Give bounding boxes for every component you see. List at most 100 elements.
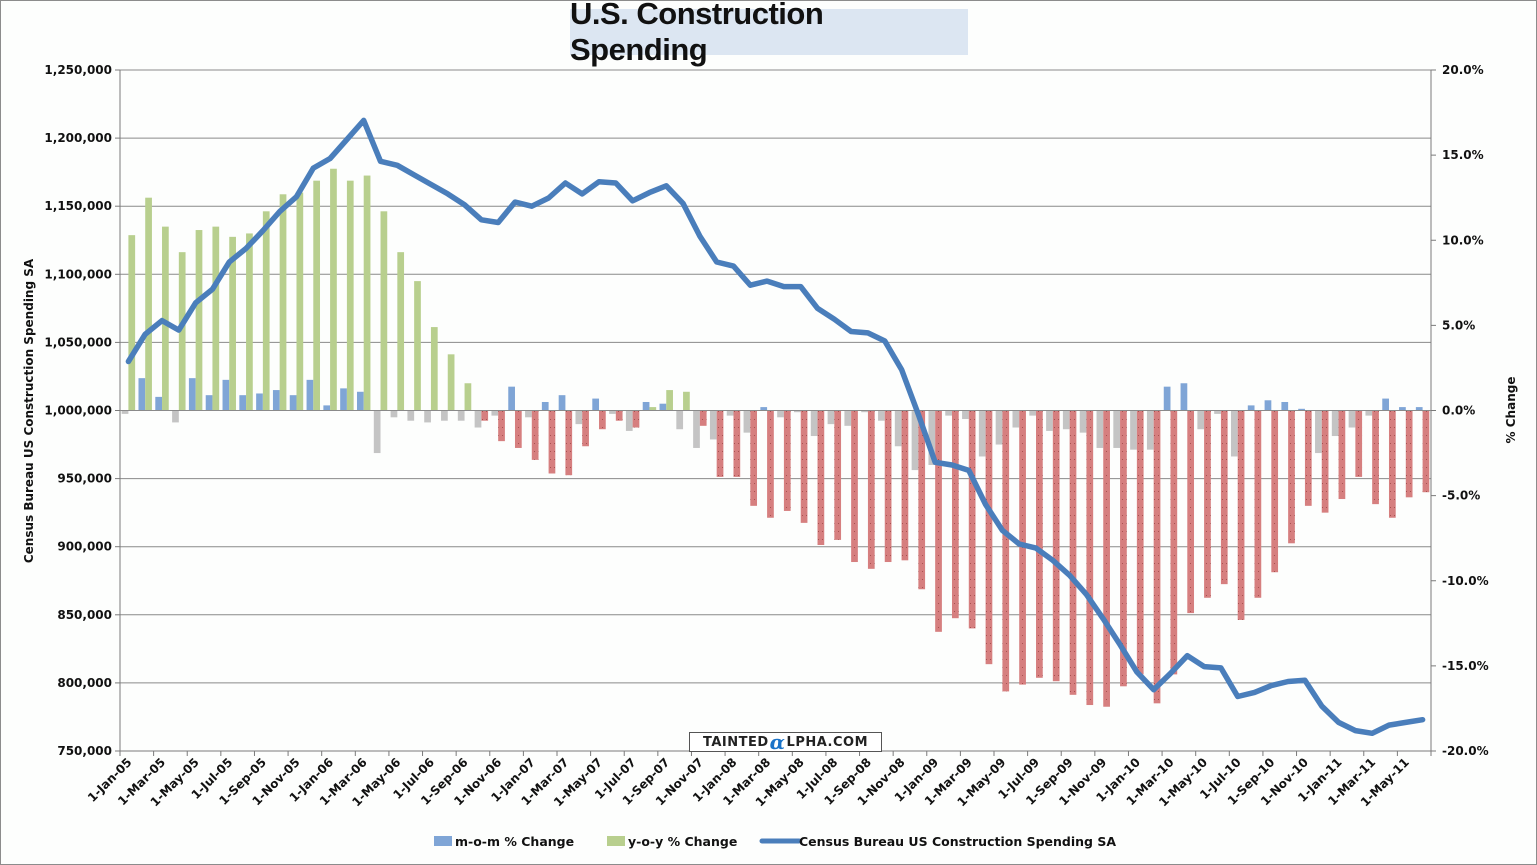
- bar-mom: [1079, 410, 1087, 433]
- bar-mom: [138, 378, 146, 411]
- y-axis-right-tick-label: 5.0%: [1442, 318, 1475, 332]
- bar-mom: [726, 410, 734, 416]
- bar-yoy: [145, 197, 152, 411]
- bar-mom: [1365, 410, 1373, 416]
- y-axis-right-tick-label: 15.0%: [1442, 148, 1484, 162]
- bar-mom: [1163, 386, 1171, 411]
- bar-yoy: [649, 407, 657, 411]
- watermark-logo: TAINTED α LPHA.COM: [689, 732, 882, 752]
- bar-mom: [441, 410, 448, 421]
- bar-yoy: [1422, 410, 1430, 493]
- y-axis-left-tick-label: 850,000: [57, 608, 112, 622]
- bars: [121, 168, 1430, 707]
- bar-mom: [1264, 400, 1272, 411]
- legend-label-mom: m-o-m % Change: [455, 834, 574, 849]
- bar-mom: [1348, 410, 1356, 428]
- bar-mom: [760, 407, 768, 411]
- bar-yoy: [1237, 410, 1245, 620]
- y-axis-right-title: % Change: [1504, 377, 1518, 444]
- bar-mom: [155, 396, 163, 411]
- bar-yoy: [582, 410, 589, 447]
- bar-mom: [356, 391, 364, 411]
- bar-yoy: [1069, 410, 1077, 695]
- bar-yoy: [330, 168, 337, 411]
- bar-mom: [188, 378, 196, 411]
- bar-mom: [743, 410, 751, 433]
- bar-yoy: [1136, 410, 1144, 675]
- legend: m-o-m % Change y-o-y % Change Census Bur…: [434, 834, 1116, 849]
- legend-label-line: Census Bureau US Construction Spending S…: [799, 834, 1116, 849]
- bar-yoy: [1170, 410, 1178, 675]
- bar-yoy: [1120, 410, 1127, 687]
- bar-yoy: [817, 410, 825, 545]
- bar-yoy: [1086, 410, 1094, 706]
- bar-yoy: [1405, 410, 1413, 498]
- bar-yoy: [1103, 410, 1110, 707]
- bar-yoy: [1355, 410, 1363, 477]
- bar-yoy: [750, 410, 758, 506]
- bar-yoy: [1338, 410, 1346, 500]
- bar-yoy: [262, 211, 270, 411]
- bar-mom: [844, 410, 852, 426]
- bar-mom: [793, 410, 801, 413]
- bar-yoy: [834, 410, 842, 540]
- bar-yoy: [800, 410, 808, 523]
- line-series: [125, 117, 1426, 737]
- bar-yoy: [632, 410, 640, 428]
- bar-yoy: [1372, 410, 1379, 505]
- bar-yoy: [767, 410, 774, 518]
- bar-mom: [272, 390, 280, 411]
- bar-mom: [861, 410, 868, 413]
- bar-mom: [777, 410, 784, 418]
- bar-mom: [928, 410, 936, 465]
- bar-mom: [1130, 410, 1137, 450]
- bar-yoy: [1220, 410, 1228, 585]
- bar-yoy: [901, 410, 909, 561]
- bar-yoy: [683, 391, 690, 411]
- bar-yoy: [1187, 410, 1195, 614]
- bar-yoy: [918, 410, 926, 590]
- bar-mom: [1331, 410, 1339, 437]
- bar-yoy: [498, 410, 505, 442]
- bar-yoy: [128, 235, 136, 411]
- bar-yoy: [1288, 410, 1295, 544]
- bar-mom: [609, 410, 616, 414]
- bar-mom: [474, 410, 482, 428]
- line-construction-spending: [125, 117, 1426, 737]
- bar-mom: [1046, 410, 1053, 431]
- bar-mom: [1415, 407, 1423, 411]
- bar-yoy: [666, 390, 673, 411]
- bar-mom: [911, 410, 919, 471]
- bar-mom: [1315, 410, 1322, 454]
- y-axis-left-tick-label: 800,000: [57, 676, 112, 690]
- bar-yoy: [195, 230, 203, 411]
- bar-mom: [256, 393, 263, 411]
- bar-mom: [1298, 408, 1305, 411]
- bar-mom: [373, 410, 381, 454]
- y-axis-left-tick-label: 900,000: [57, 540, 112, 554]
- bar-yoy: [481, 410, 489, 421]
- bar-mom: [407, 410, 415, 421]
- bar-yoy: [178, 252, 186, 411]
- y-axis-right-tick-label: 0.0%: [1442, 404, 1475, 418]
- bar-mom: [962, 410, 969, 420]
- bar-mom: [945, 410, 952, 416]
- bar-mom: [239, 395, 247, 411]
- bar-yoy: [884, 410, 892, 563]
- bar-mom: [709, 410, 717, 440]
- bar-yoy: [380, 211, 388, 411]
- bar-yoy: [246, 233, 253, 411]
- bar-mom: [1230, 410, 1238, 457]
- bar-mom: [306, 379, 314, 411]
- bar-mom: [1062, 410, 1070, 430]
- bar-mom: [1029, 410, 1037, 416]
- y-axis-right-tick-label: -15.0%: [1442, 659, 1489, 673]
- bar-mom: [1113, 410, 1121, 448]
- bar-mom: [1180, 383, 1188, 411]
- bar-yoy: [851, 410, 858, 563]
- bar-mom: [693, 410, 700, 448]
- bar-yoy: [514, 410, 522, 448]
- bar-yoy: [1002, 410, 1010, 692]
- bar-yoy: [951, 410, 959, 619]
